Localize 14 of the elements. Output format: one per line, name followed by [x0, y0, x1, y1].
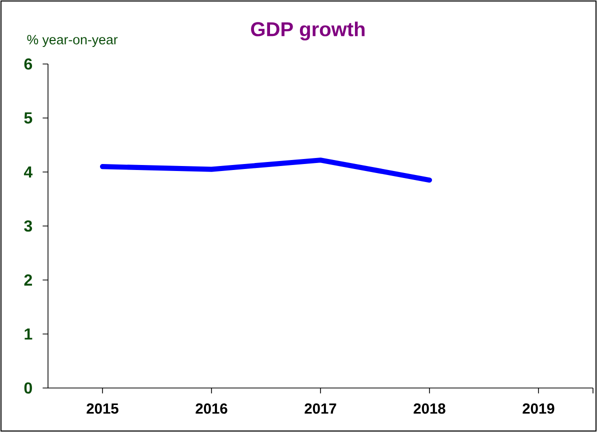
x-tick-label: 2019	[522, 403, 554, 414]
x-tick-label: 2018	[414, 403, 446, 414]
x-tick-label: 2015	[86, 403, 118, 414]
y-tick-label: 6	[24, 58, 32, 70]
x-tick-label: 2017	[304, 403, 336, 414]
x-tick-label: 2016	[196, 403, 228, 414]
y-tick-label: 4	[24, 166, 33, 178]
y-tick-label: 2	[24, 274, 32, 286]
y-tick-label: 5	[24, 112, 32, 124]
y-tick-label: 3	[24, 220, 32, 232]
y-tick-label: 1	[24, 328, 32, 340]
y-tick-label: 0	[24, 382, 32, 394]
y-axis-title: % year-on-year	[27, 34, 118, 47]
chart-title: GDP growth	[251, 22, 365, 40]
